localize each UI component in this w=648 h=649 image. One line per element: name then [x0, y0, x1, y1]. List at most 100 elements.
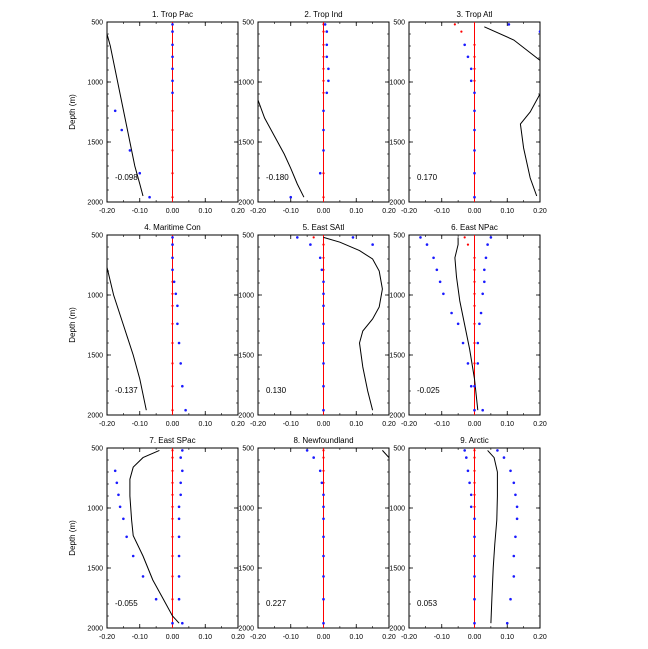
red-point: [171, 292, 174, 295]
red-point: [473, 505, 476, 508]
blue-point: [450, 311, 453, 315]
profile-line: [454, 237, 479, 411]
blue-point: [515, 517, 519, 521]
blue-point: [171, 30, 174, 33]
x-tick-label: -0.20: [99, 634, 115, 641]
x-tick-label: 0.00: [166, 208, 180, 215]
y-tick-label: 2000: [238, 200, 254, 207]
x-tick-label: 0.20: [533, 634, 547, 641]
blue-point: [502, 456, 506, 459]
red-point: [171, 172, 174, 175]
red-point: [473, 341, 476, 345]
blue-point: [438, 280, 442, 284]
panel-value: 0.227: [266, 599, 287, 608]
x-tick-label: 0.10: [500, 208, 514, 215]
blue-point: [473, 597, 476, 601]
x-tick-label: -0.10: [283, 208, 299, 215]
y-tick-label: 1000: [389, 80, 405, 87]
panel-title: 9. Arctic: [460, 436, 488, 445]
panel-5: 5. East SAtl -0.20 -0.10 0.00 0.10 0.20 500 100…: [238, 223, 395, 428]
blue-point: [322, 493, 325, 497]
x-tick-label: 0.00: [468, 208, 482, 215]
blue-point: [141, 575, 145, 578]
blue-point: [509, 469, 512, 473]
blue-point: [148, 195, 151, 199]
blue-point: [125, 535, 128, 539]
blue-point: [113, 109, 117, 113]
panel-title: 2. Trop Ind: [304, 10, 342, 19]
panel-title: 7. East SPac: [149, 436, 195, 445]
blue-point: [113, 469, 117, 473]
red-point: [322, 91, 325, 94]
blue-point: [305, 449, 309, 452]
x-tick-label: -0.10: [132, 634, 148, 641]
x-tick-label: 0.00: [166, 634, 180, 641]
x-tick-label: 0.00: [317, 421, 331, 428]
blue-point: [322, 575, 325, 578]
red-point: [322, 79, 325, 82]
y-tick-label: 1000: [87, 80, 103, 87]
red-point: [322, 30, 325, 33]
profile-line: [484, 26, 540, 197]
x-tick-label: 0.10: [198, 634, 212, 641]
red-point: [171, 554, 174, 558]
blue-point: [463, 43, 466, 47]
red-point: [460, 30, 463, 33]
red-point: [312, 236, 315, 239]
x-tick-label: 0.10: [198, 208, 212, 215]
blue-point: [469, 493, 473, 497]
blue-point: [469, 384, 473, 388]
y-tick-label: 1500: [87, 566, 103, 573]
blue-point: [322, 292, 325, 296]
blue-point: [476, 341, 480, 345]
panel-title: 1. Trop Pac: [152, 10, 193, 19]
panel-value: -0.098: [115, 173, 138, 182]
blue-point: [489, 236, 493, 239]
x-tick-label: -0.10: [434, 634, 450, 641]
blue-point: [325, 55, 329, 59]
y-tick-label: 1500: [389, 353, 405, 360]
x-tick-label: 0.00: [468, 421, 482, 428]
blue-point: [327, 79, 330, 83]
blue-point: [171, 23, 174, 26]
panel-9: 9. Arctic -0.20 -0.10 0.00 0.10 0.20 500 1000 15…: [389, 436, 546, 641]
blue-point: [171, 67, 174, 71]
red-point: [171, 575, 174, 578]
red-point: [473, 79, 476, 82]
blue-point: [469, 67, 473, 71]
blue-point: [128, 149, 132, 152]
y-tick-label: 500: [393, 20, 405, 27]
blue-point: [171, 243, 174, 246]
blue-point: [179, 481, 182, 485]
blue-point: [473, 621, 476, 625]
red-point: [466, 243, 470, 246]
blue-point: [322, 517, 325, 521]
red-point: [473, 256, 476, 259]
blue-point: [179, 362, 182, 365]
y-axis-label: Depth (m): [68, 307, 77, 343]
panel-data: [107, 22, 174, 202]
y-tick-label: 1000: [389, 506, 405, 513]
blue-point: [466, 469, 470, 473]
blue-point: [117, 493, 120, 497]
red-point: [171, 469, 174, 472]
y-tick-label: 500: [91, 20, 103, 27]
blue-point: [469, 505, 473, 509]
red-point: [171, 341, 174, 345]
y-tick-label: 2000: [389, 626, 405, 633]
blue-point: [138, 171, 142, 175]
blue-point: [177, 341, 181, 345]
blue-point: [538, 30, 540, 33]
blue-point: [351, 236, 355, 239]
red-point: [171, 322, 174, 325]
blue-point: [309, 243, 312, 246]
blue-point: [322, 128, 325, 132]
blue-point: [171, 268, 174, 272]
red-point: [171, 449, 174, 452]
x-tick-label: 0.20: [533, 421, 547, 428]
red-point: [473, 55, 476, 58]
blue-point: [322, 384, 325, 388]
panel-4: 4. Maritime Con -0.20 -0.10 0.00 0.10 0.20 500…: [68, 223, 245, 428]
panel-value: -0.055: [115, 599, 138, 608]
blue-point: [171, 236, 174, 239]
